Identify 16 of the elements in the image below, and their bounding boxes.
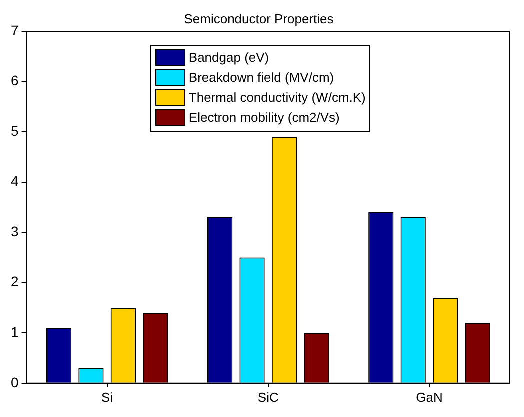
y-tick-label: 4: [10, 173, 19, 190]
x-tick-label: Si: [102, 390, 114, 405]
legend-label: Thermal conductivity (W/cm.K): [188, 90, 366, 106]
y-tick-label: 5: [10, 122, 19, 139]
legend-label: Electron mobility (cm2/Vs): [188, 110, 340, 126]
y-tick-label: 2: [10, 274, 19, 290]
x-tick-label: GaN: [416, 390, 443, 405]
y-tick-label: 3: [10, 223, 19, 240]
y-tick-label: 7: [10, 22, 19, 38]
y-tick-label: 1: [10, 324, 19, 340]
x-tick-label: SiC: [258, 390, 279, 405]
chart-title: Semiconductor Properties: [184, 11, 334, 26]
y-tick-label: 6: [10, 72, 19, 89]
y-tick-label: 0: [10, 374, 19, 390]
legend-label: Bandgap (eV): [188, 50, 270, 66]
legend-label: Breakdown field (MV/cm): [188, 70, 334, 86]
